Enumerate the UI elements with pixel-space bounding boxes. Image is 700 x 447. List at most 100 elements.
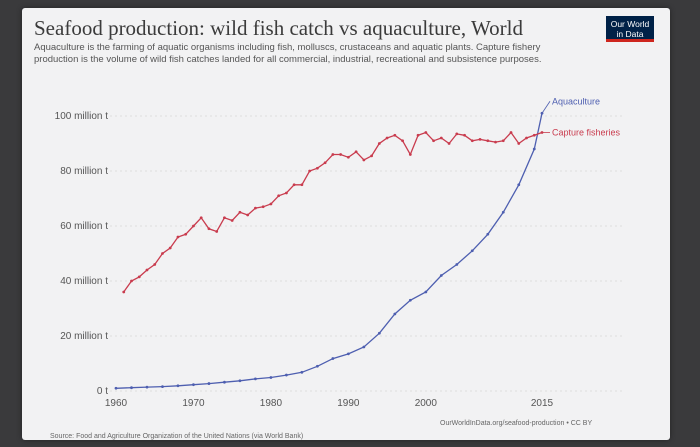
data-point[interactable]	[408, 298, 412, 302]
data-point[interactable]	[207, 382, 211, 385]
series-line-1[interactable]	[123, 131, 543, 293]
data-point[interactable]	[199, 216, 203, 220]
data-point[interactable]	[416, 133, 420, 137]
data-point[interactable]	[501, 210, 505, 214]
data-point[interactable]	[161, 385, 164, 388]
data-point[interactable]	[331, 153, 335, 156]
data-point[interactable]	[300, 183, 304, 187]
data-point[interactable]	[370, 154, 373, 158]
data-point[interactable]	[215, 230, 219, 233]
data-point[interactable]	[153, 263, 157, 266]
data-point[interactable]	[137, 275, 141, 279]
data-point[interactable]	[509, 131, 513, 134]
x-tick-label: 2015	[531, 398, 554, 409]
data-point[interactable]	[238, 210, 242, 214]
data-point[interactable]	[470, 139, 474, 143]
chart-card: Seafood production: wild fish catch vs a…	[22, 8, 670, 440]
data-point[interactable]	[525, 136, 528, 140]
data-point[interactable]	[122, 290, 126, 294]
data-point[interactable]	[470, 249, 474, 253]
data-point[interactable]	[517, 183, 521, 187]
data-point[interactable]	[362, 345, 366, 349]
data-point[interactable]	[223, 216, 226, 220]
data-point[interactable]	[176, 384, 180, 388]
x-tick-label: 1960	[105, 398, 128, 409]
source-link[interactable]: OurWorldInData.org/seafood-production • …	[440, 420, 593, 427]
data-point[interactable]	[285, 191, 288, 195]
data-point[interactable]	[161, 252, 164, 255]
data-point[interactable]	[377, 331, 381, 335]
data-point[interactable]	[323, 161, 327, 165]
data-point[interactable]	[455, 263, 459, 266]
data-point[interactable]	[532, 147, 536, 151]
data-point[interactable]	[432, 139, 435, 143]
y-tick-label: 20 million t	[60, 331, 108, 342]
x-tick-label: 1990	[337, 398, 360, 409]
data-point[interactable]	[230, 219, 234, 222]
data-point[interactable]	[246, 213, 250, 217]
data-point[interactable]	[354, 150, 358, 154]
data-point[interactable]	[114, 386, 118, 390]
data-point[interactable]	[486, 139, 490, 143]
data-point[interactable]	[269, 202, 273, 206]
data-point[interactable]	[408, 153, 412, 156]
data-point[interactable]	[292, 183, 296, 187]
data-point[interactable]	[254, 206, 257, 210]
line-chart: 0 t 20 million t 40 million t 60 million t 8…	[55, 96, 622, 409]
data-point[interactable]	[277, 194, 281, 198]
y-tick-label: 100 million t	[55, 111, 109, 122]
data-point[interactable]	[184, 232, 188, 236]
series-layer	[114, 111, 544, 390]
data-point[interactable]	[269, 376, 273, 379]
data-point[interactable]	[254, 377, 257, 381]
data-point[interactable]	[331, 357, 335, 360]
series-line-0[interactable]	[115, 113, 543, 389]
data-point[interactable]	[261, 205, 265, 209]
data-point[interactable]	[439, 274, 443, 277]
data-point[interactable]	[362, 158, 366, 162]
data-point[interactable]	[377, 142, 381, 145]
data-point[interactable]	[130, 279, 133, 283]
data-point[interactable]	[308, 169, 312, 173]
data-point[interactable]	[315, 166, 319, 170]
data-point[interactable]	[532, 133, 536, 137]
data-point[interactable]	[130, 386, 133, 390]
data-point[interactable]	[223, 380, 226, 384]
x-axis-ticks: 1960 1970 1980 1990 2000 2015	[105, 398, 554, 409]
data-point[interactable]	[346, 155, 350, 159]
chart-title: Seafood production: wild fish catch vs a…	[34, 16, 523, 40]
data-point[interactable]	[393, 133, 397, 137]
gridlines	[110, 115, 622, 392]
owid-logo[interactable]: Our World in Data	[606, 16, 654, 42]
data-point[interactable]	[424, 131, 428, 134]
data-point[interactable]	[346, 352, 350, 356]
x-tick-label: 1980	[260, 398, 283, 409]
data-point[interactable]	[300, 370, 304, 374]
data-point[interactable]	[401, 139, 404, 143]
data-point[interactable]	[486, 232, 490, 236]
data-point[interactable]	[145, 268, 149, 272]
data-point[interactable]	[463, 133, 466, 137]
series-label: Capture fisheries	[552, 128, 621, 138]
data-point[interactable]	[494, 140, 497, 144]
data-point[interactable]	[385, 136, 389, 140]
data-point[interactable]	[192, 383, 195, 387]
data-point[interactable]	[447, 142, 451, 145]
data-point[interactable]	[315, 364, 319, 368]
data-point[interactable]	[455, 132, 459, 136]
data-point[interactable]	[176, 235, 180, 239]
data-point[interactable]	[207, 227, 211, 231]
data-point[interactable]	[517, 142, 521, 145]
data-point[interactable]	[439, 136, 443, 140]
data-point[interactable]	[501, 139, 505, 143]
data-point[interactable]	[424, 290, 428, 294]
y-tick-label: 80 million t	[60, 166, 108, 177]
data-point[interactable]	[478, 137, 482, 141]
data-point[interactable]	[145, 385, 149, 389]
data-point[interactable]	[238, 379, 242, 383]
data-point[interactable]	[285, 373, 288, 377]
data-point[interactable]	[192, 224, 195, 228]
data-point[interactable]	[168, 246, 172, 250]
data-point[interactable]	[339, 153, 343, 156]
data-point[interactable]	[393, 312, 397, 316]
